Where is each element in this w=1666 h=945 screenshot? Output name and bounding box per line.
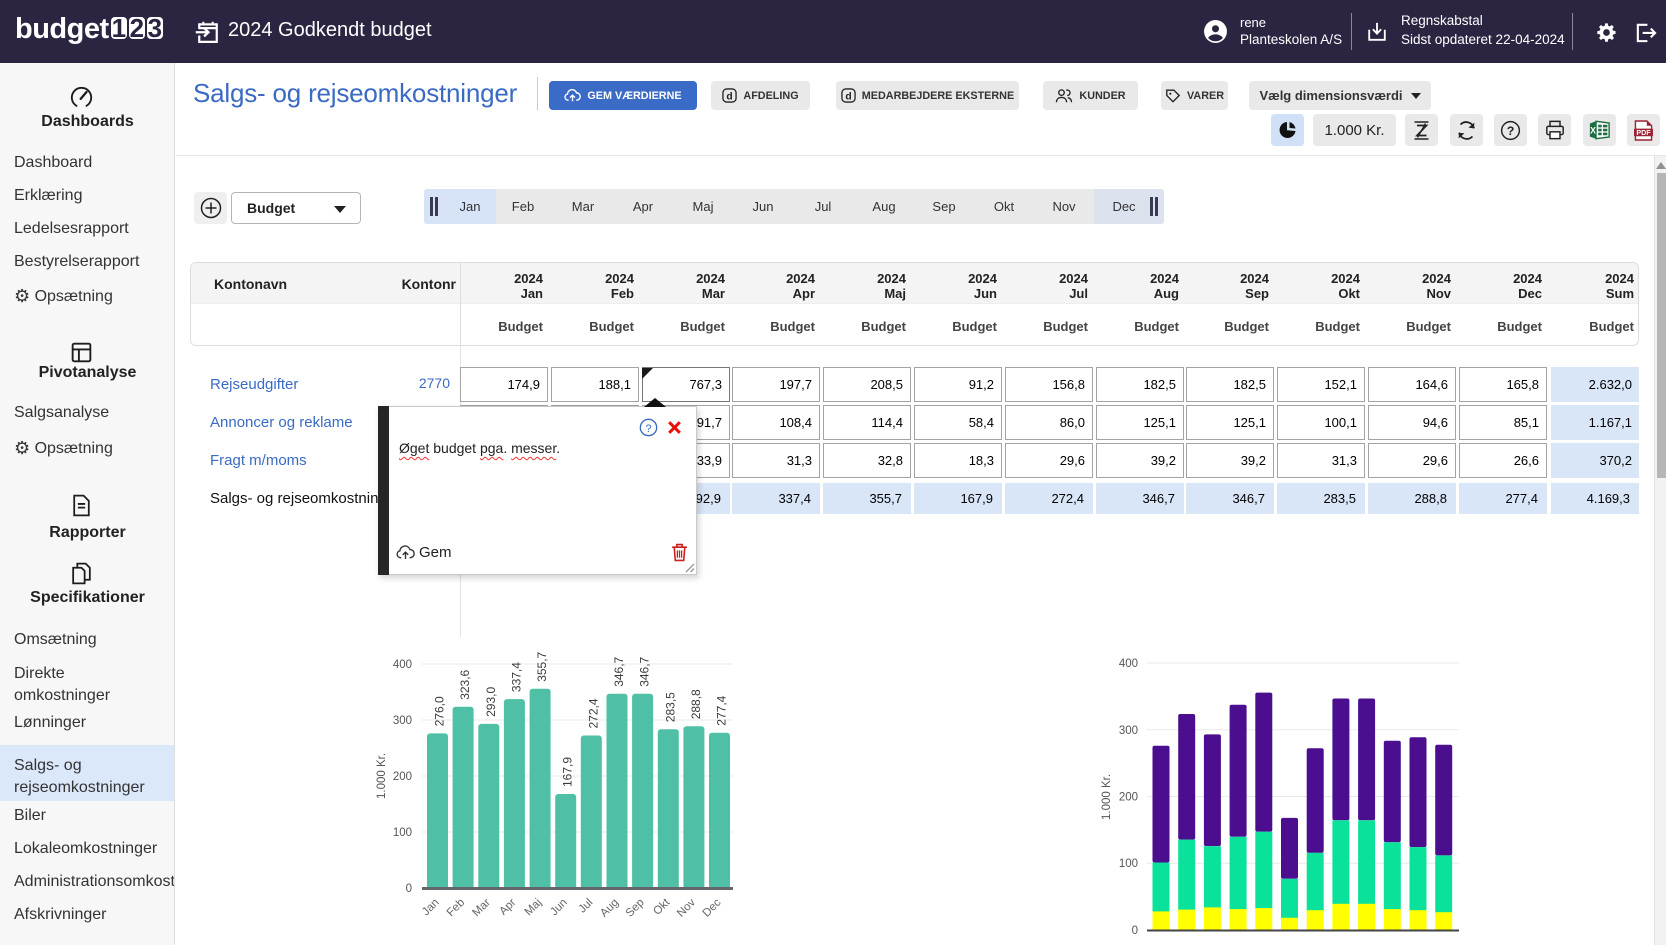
svg-text:Apr: Apr [497, 897, 518, 918]
svg-text:293,0: 293,0 [484, 687, 498, 717]
svg-text:?: ? [645, 423, 651, 435]
svg-text:X: X [1590, 126, 1596, 136]
svg-text:Jul: Jul [577, 897, 596, 916]
svg-text:?: ? [1507, 123, 1515, 137]
svg-text:400: 400 [1119, 658, 1138, 670]
svg-text:323,6: 323,6 [458, 669, 472, 699]
svg-text:Feb: Feb [445, 897, 468, 920]
svg-text:d: d [845, 91, 851, 102]
svg-text:300: 300 [1119, 725, 1138, 737]
svg-text:PDF: PDF [1636, 128, 1651, 136]
svg-text:200: 200 [393, 771, 412, 783]
svg-text:1.000 Kr.: 1.000 Kr. [376, 753, 388, 799]
svg-text:288,8: 288,8 [689, 689, 703, 719]
svg-text:1.000 Kr.: 1.000 Kr. [1101, 774, 1113, 820]
svg-text:283,5: 283,5 [663, 692, 677, 722]
svg-text:Nov: Nov [675, 896, 698, 919]
svg-text:Sep: Sep [624, 897, 647, 920]
svg-text:Dec: Dec [701, 896, 724, 919]
svg-text:Mar: Mar [470, 897, 493, 920]
svg-text:300: 300 [393, 715, 412, 727]
svg-text:346,7: 346,7 [638, 656, 652, 686]
svg-text:272,4: 272,4 [586, 698, 600, 728]
svg-text:400: 400 [393, 659, 412, 671]
svg-text:d: d [727, 91, 733, 102]
svg-text:Jun: Jun [548, 897, 570, 919]
svg-text:167,9: 167,9 [561, 757, 575, 787]
svg-text:Aug: Aug [598, 897, 621, 920]
svg-text:100: 100 [393, 827, 412, 839]
svg-text:277,4: 277,4 [715, 695, 729, 725]
svg-text:0: 0 [1132, 925, 1138, 937]
svg-text:355,7: 355,7 [535, 651, 549, 681]
svg-text:200: 200 [1119, 792, 1138, 804]
svg-text:100: 100 [1119, 858, 1138, 870]
svg-text:0: 0 [406, 883, 412, 895]
svg-text:Jan: Jan [420, 897, 442, 919]
svg-text:276,0: 276,0 [433, 696, 447, 726]
svg-text:346,7: 346,7 [612, 656, 626, 686]
svg-text:Okt: Okt [651, 896, 673, 918]
svg-text:337,4: 337,4 [509, 662, 523, 692]
svg-text:Maj: Maj [523, 897, 545, 919]
